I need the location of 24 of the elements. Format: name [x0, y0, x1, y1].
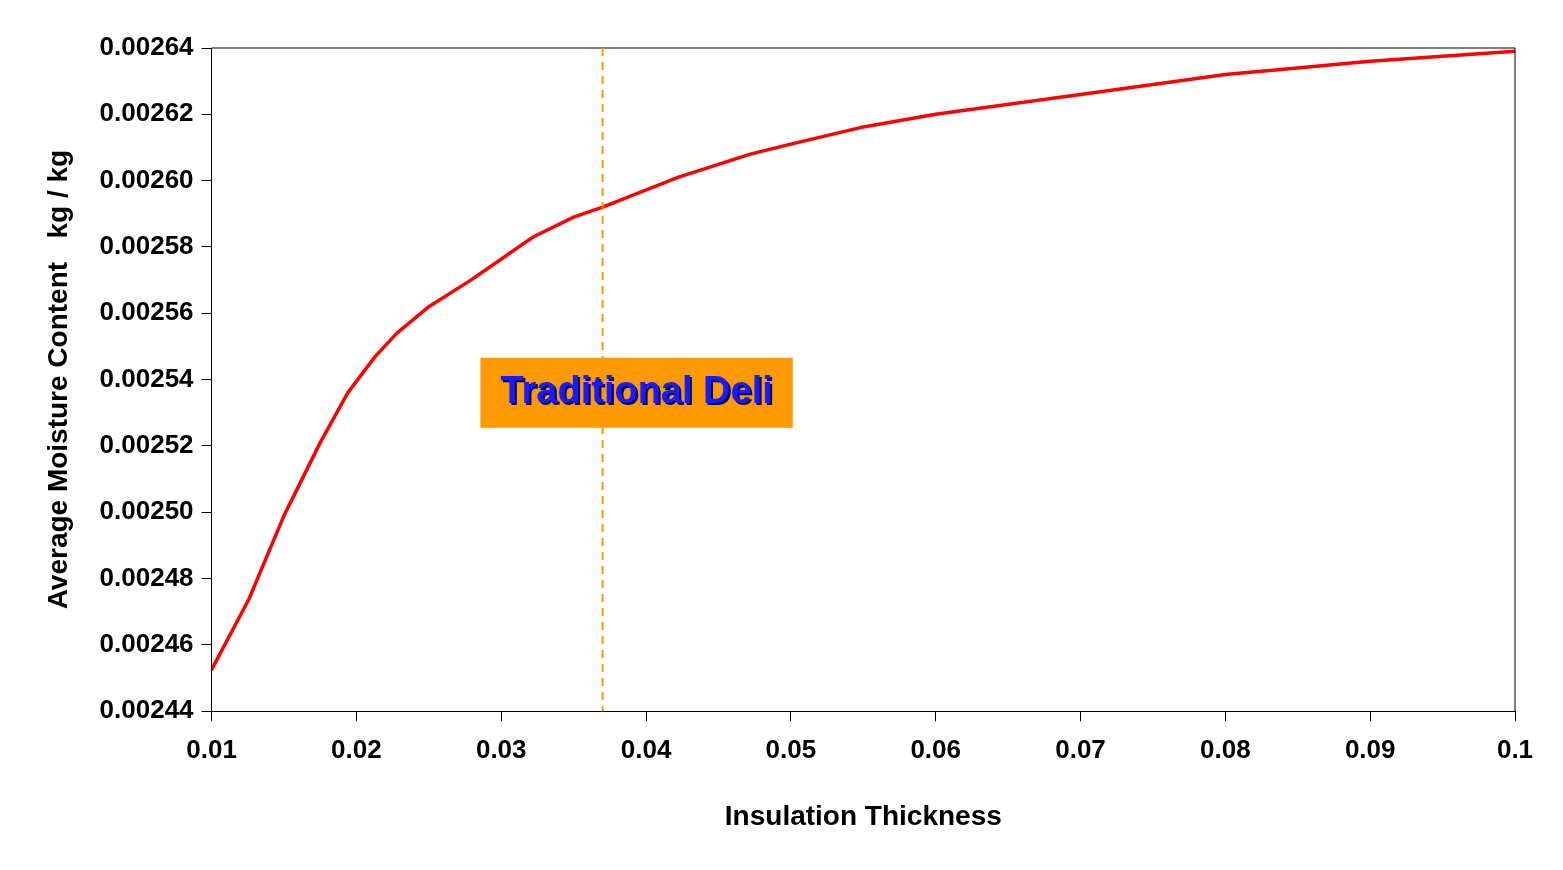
- x-tick-label: 0.04: [620, 733, 672, 764]
- x-tick-label: 0.1: [1496, 733, 1534, 764]
- y-tick-label: 0.00256: [99, 296, 194, 327]
- x-tick-label: 0.06: [910, 733, 962, 764]
- x-tick-label: 0.03: [475, 733, 527, 764]
- y-tick-label: 0.00262: [99, 97, 194, 128]
- y-tick-label: 0.00254: [99, 362, 195, 393]
- x-tick-label: 0.09: [1344, 733, 1396, 764]
- x-tick-label: 0.01: [186, 733, 237, 764]
- y-axis-title: Average Moisture Content kg / kg: [41, 149, 73, 610]
- y-tick-label: 0.00252: [99, 429, 194, 460]
- x-tick-label: 0.05: [765, 733, 817, 764]
- x-axis-title: Insulation Thickness: [724, 799, 1002, 831]
- x-tick-label: 0.07: [1055, 733, 1106, 764]
- y-tick-label: 0.00246: [99, 628, 194, 659]
- y-tick-label: 0.00248: [99, 561, 194, 592]
- x-tick-label: 0.02: [331, 733, 382, 764]
- y-tick-label: 0.00258: [99, 230, 194, 261]
- ref-line-label: Traditional Deli: [500, 369, 773, 412]
- x-tick-label: 0.08: [1200, 733, 1251, 764]
- y-tick-label: 0.00244: [99, 694, 195, 725]
- y-tick-label: 0.00264: [99, 31, 195, 62]
- y-tick-label: 0.00250: [99, 495, 194, 526]
- y-tick-label: 0.00260: [99, 163, 194, 194]
